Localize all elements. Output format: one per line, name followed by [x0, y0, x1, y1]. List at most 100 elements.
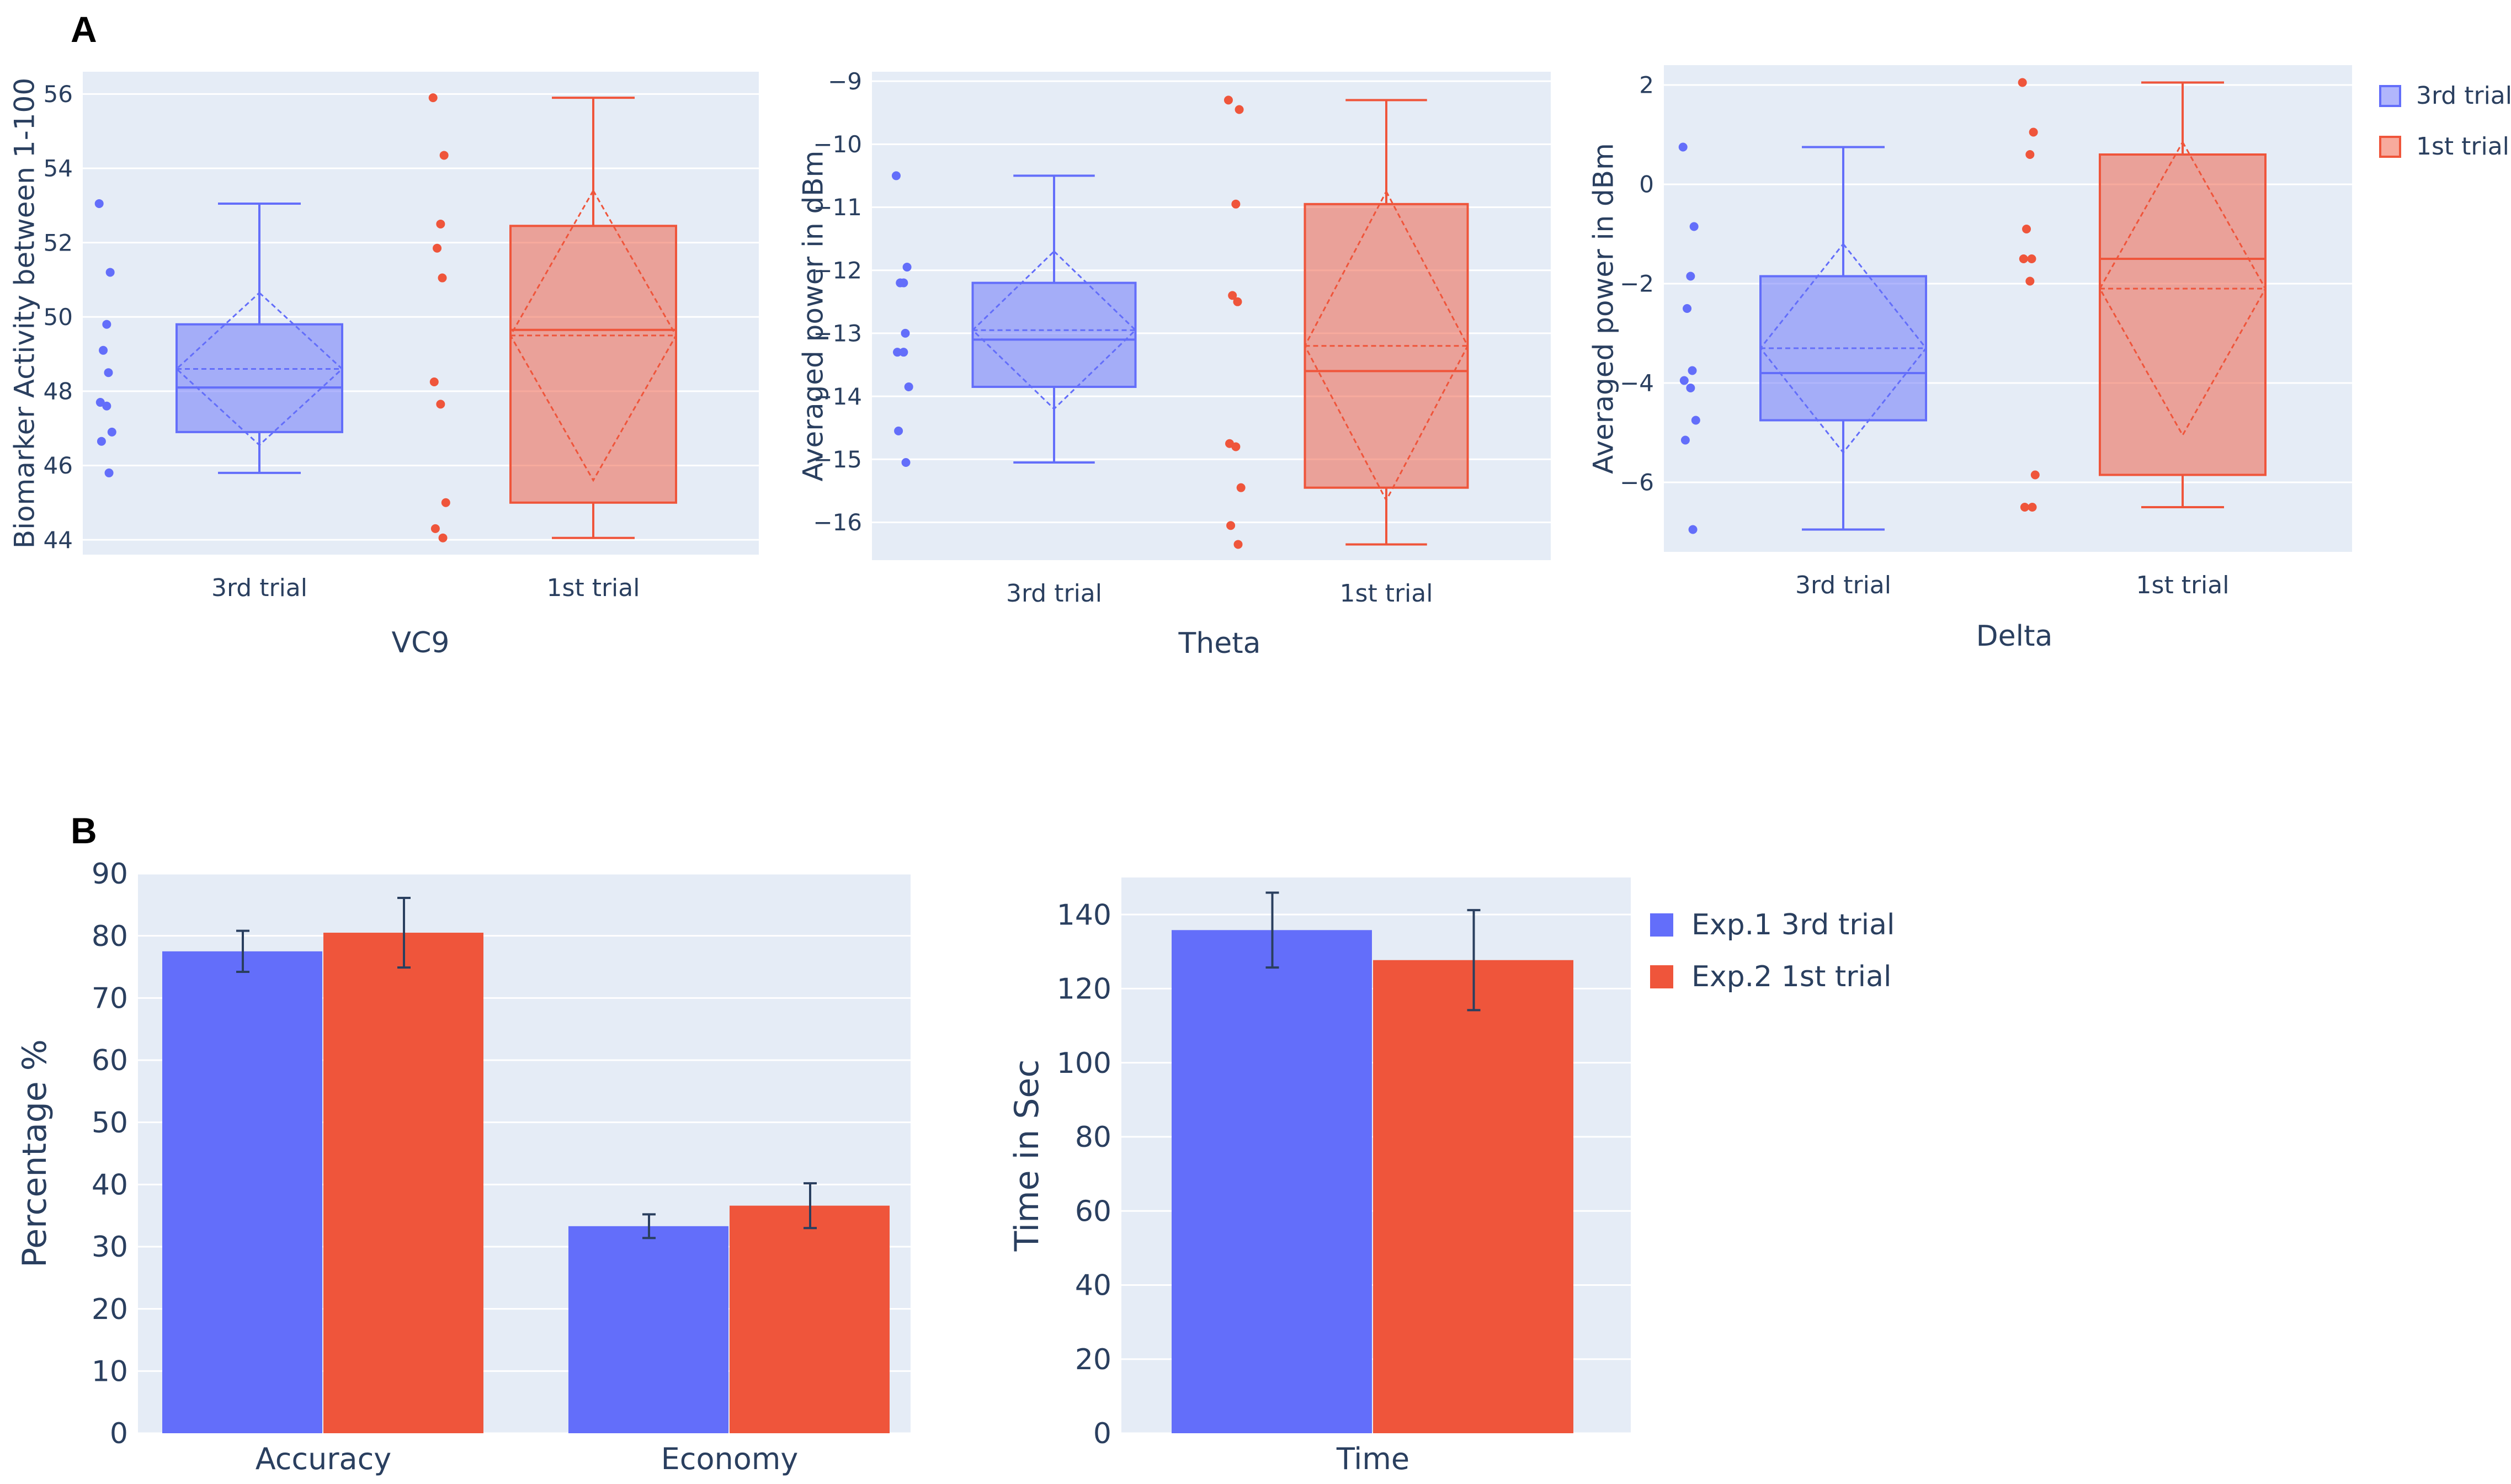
x-axis-label: Theta [1178, 627, 1261, 660]
data-point [2020, 503, 2029, 512]
data-point [429, 377, 439, 387]
y-tick-label: 54 [44, 155, 73, 182]
y-tick-label: 80 [92, 920, 128, 953]
data-point [899, 348, 908, 357]
y-axis-label: Averaged power in dBm [797, 151, 829, 482]
legend-swatch [2379, 136, 2401, 158]
data-point [1679, 376, 1689, 385]
y-tick-label: 50 [92, 1107, 128, 1140]
y-tick-label: 44 [44, 526, 73, 554]
data-point [1235, 105, 1244, 114]
data-point [1691, 416, 1700, 425]
data-point [441, 498, 450, 507]
data-point [428, 93, 438, 103]
y-tick-label: 48 [44, 378, 73, 405]
box-sd-diamond [1759, 242, 1927, 454]
x-tick-label: 3rd trial [1006, 579, 1102, 608]
chart-theta: −16 −15 −14 −13 −12 −11 −10 −9 Averaged power in… [797, 68, 1551, 660]
chart-percentage: 0 10 20 30 40 50 60 70 80 90 Percentage % Accuracy E… [15, 858, 911, 1476]
data-point [102, 320, 111, 329]
y-tick-label: 56 [44, 81, 73, 108]
y-tick-label: 40 [1075, 1269, 1111, 1302]
x-tick-label: Economy [661, 1442, 799, 1476]
bar-blue [568, 1226, 728, 1433]
data-point [97, 437, 106, 446]
x-tick-label: 1st trial [1340, 579, 1433, 608]
y-tick-label: −10 [813, 131, 862, 158]
box-iqr [971, 281, 1137, 388]
data-point [1233, 540, 1243, 549]
y-tick-label: −4 [1620, 370, 1654, 397]
legend-bar-experiments: Exp.1 3rd trial Exp.2 1st trial [1650, 908, 1895, 993]
data-point [102, 401, 111, 411]
box-iqr [175, 323, 343, 433]
y-tick-label: 0 [110, 1417, 128, 1450]
y-tick-label: −9 [828, 68, 862, 95]
data-point [904, 382, 913, 391]
data-point [430, 524, 440, 533]
data-point [894, 426, 903, 435]
y-tick-label: −6 [1620, 469, 1654, 496]
data-point [104, 368, 113, 377]
legend-box-trials: 3rd trial 1st trial [2379, 82, 2511, 161]
data-point [1236, 483, 1246, 492]
data-point [902, 263, 912, 272]
y-tick-label: 20 [1075, 1343, 1111, 1376]
data-point [1233, 297, 1242, 306]
y-tick-label: 70 [92, 982, 128, 1015]
box-sd-diamond [1304, 189, 1469, 502]
data-point [901, 458, 911, 467]
x-axis-label: Delta [1976, 620, 2053, 653]
y-tick-label: 52 [44, 229, 73, 256]
data-point [2027, 254, 2036, 263]
x-tick-label: 1st trial [547, 574, 640, 602]
box-sd-diamond [509, 189, 677, 482]
data-point [901, 328, 910, 338]
box-iqr [2099, 153, 2267, 476]
y-tick-label: 60 [92, 1044, 128, 1077]
y-tick-label: −12 [813, 257, 862, 284]
data-point [1231, 442, 1241, 451]
x-tick-label: 1st trial [2136, 571, 2230, 599]
legend-swatch [1650, 965, 1673, 988]
data-point [2025, 276, 2035, 286]
data-point [1223, 95, 1233, 105]
y-tick-label: 2 [1639, 72, 1654, 99]
y-tick-label: 20 [92, 1293, 128, 1326]
legend-label: Exp.2 1st trial [1691, 960, 1891, 993]
y-axis-label: Averaged power in dBm [1588, 143, 1620, 474]
legend-label: 3rd trial [2416, 82, 2511, 110]
y-tick-label: 60 [1075, 1195, 1111, 1228]
box-blue [1678, 142, 1927, 534]
data-point [99, 345, 108, 355]
data-point [1686, 272, 1695, 281]
data-point [438, 533, 448, 542]
box-blue [891, 171, 1137, 467]
y-tick-label: −13 [813, 320, 862, 347]
y-tick-label: 140 [1057, 898, 1111, 932]
y-tick-label: −14 [813, 383, 862, 410]
bar-blue [162, 951, 322, 1433]
panel-label-a: A [71, 9, 97, 50]
data-point [94, 199, 104, 208]
y-tick-label: 10 [92, 1355, 128, 1389]
y-tick-label: 100 [1057, 1047, 1111, 1080]
y-tick-label: 30 [92, 1231, 128, 1264]
data-point [436, 400, 445, 409]
y-tick-label: 80 [1075, 1121, 1111, 1154]
y-tick-label: 50 [44, 304, 73, 331]
data-point [436, 219, 445, 228]
panel-label-b: B [71, 810, 97, 851]
x-tick-label: 3rd trial [1795, 571, 1891, 599]
data-point [1228, 291, 1237, 300]
data-point [438, 273, 447, 283]
bar-red [323, 933, 483, 1433]
data-point [107, 427, 116, 437]
y-tick-label: 46 [44, 452, 73, 479]
data-point [433, 243, 442, 253]
y-tick-label: 120 [1057, 973, 1111, 1006]
data-point [2019, 254, 2028, 263]
y-axis-label: Biomarker Activity between 1-100 [9, 78, 41, 549]
box-sd-diamond [175, 291, 344, 446]
